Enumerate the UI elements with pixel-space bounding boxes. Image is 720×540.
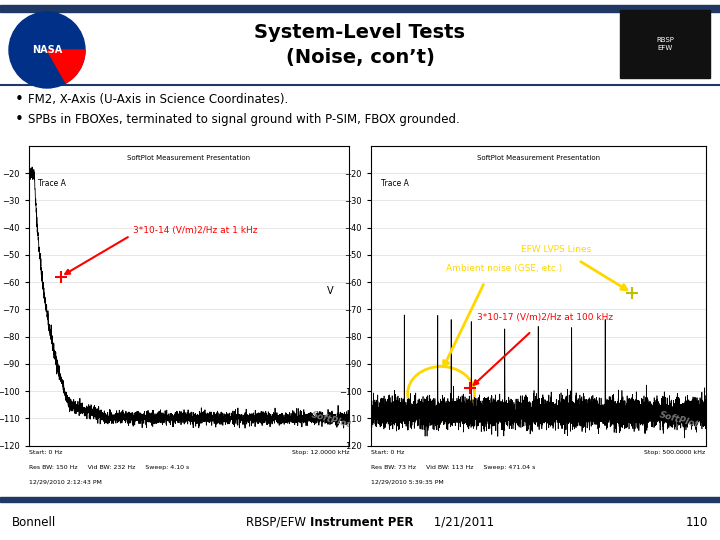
Text: Instrument PER: Instrument PER (310, 516, 413, 529)
Text: Stop: 500.0000 kHz: Stop: 500.0000 kHz (644, 450, 706, 455)
Text: •: • (15, 112, 24, 127)
Bar (620, 10, 710, 78)
Text: Bonnell: Bonnell (12, 516, 56, 529)
Text: Start: 0 Hz: Start: 0 Hz (29, 450, 62, 455)
Text: (Noise, con’t): (Noise, con’t) (286, 48, 434, 66)
Text: Trace A: Trace A (381, 179, 409, 188)
Text: NASA: NASA (32, 45, 62, 55)
Text: 3*10-17 (V/m)2/Hz at 100 kHz: 3*10-17 (V/m)2/Hz at 100 kHz (477, 313, 613, 322)
Text: 12/29/2010 5:39:35 PM: 12/29/2010 5:39:35 PM (371, 480, 444, 484)
Text: SoftPlot Measurement Presentation: SoftPlot Measurement Presentation (477, 155, 600, 161)
Text: System-Level Tests: System-Level Tests (254, 24, 466, 43)
Text: 3*10-14 (V/m)2/Hz at 1 kHz: 3*10-14 (V/m)2/Hz at 1 kHz (133, 226, 258, 235)
Text: Stop: 12.0000 kHz: Stop: 12.0000 kHz (292, 450, 349, 455)
Text: Start: 0 Hz: Start: 0 Hz (371, 450, 404, 455)
Text: Ambient noise (GSE, etc.): Ambient noise (GSE, etc.) (446, 264, 562, 273)
Text: 110: 110 (685, 516, 708, 529)
Bar (0, 5, 720, 12)
Text: SPBs in FBOXes, terminated to signal ground with P-SIM, FBOX grounded.: SPBs in FBOXes, terminated to signal gro… (28, 113, 460, 126)
Text: •: • (15, 92, 24, 107)
Text: FM2, X-Axis (U-Axis in Science Coordinates).: FM2, X-Axis (U-Axis in Science Coordinat… (28, 93, 288, 106)
Text: Trace A: Trace A (38, 179, 66, 188)
Text: Res BW: 150 Hz     Vid BW: 232 Hz     Sweep: 4.10 s: Res BW: 150 Hz Vid BW: 232 Hz Sweep: 4.1… (29, 464, 189, 470)
Wedge shape (47, 50, 85, 83)
Y-axis label: V: V (328, 286, 334, 296)
Bar (0, 497, 720, 502)
Circle shape (9, 12, 85, 88)
Text: 12/29/2010 2:12:43 PM: 12/29/2010 2:12:43 PM (29, 480, 102, 484)
Text: 1/21/2011: 1/21/2011 (430, 516, 494, 529)
Text: SoftPlot: SoftPlot (659, 410, 701, 429)
Text: RBSP
EFW: RBSP EFW (656, 37, 674, 51)
Text: RBSP/EFW: RBSP/EFW (246, 516, 310, 529)
Text: SoftPlot: SoftPlot (311, 410, 353, 429)
Text: EFW LVPS Lines: EFW LVPS Lines (521, 245, 592, 254)
Text: Res BW: 73 Hz     Vid BW: 113 Hz     Sweep: 471.04 s: Res BW: 73 Hz Vid BW: 113 Hz Sweep: 471.… (371, 464, 535, 470)
Text: SoftPlot Measurement Presentation: SoftPlot Measurement Presentation (127, 155, 251, 161)
